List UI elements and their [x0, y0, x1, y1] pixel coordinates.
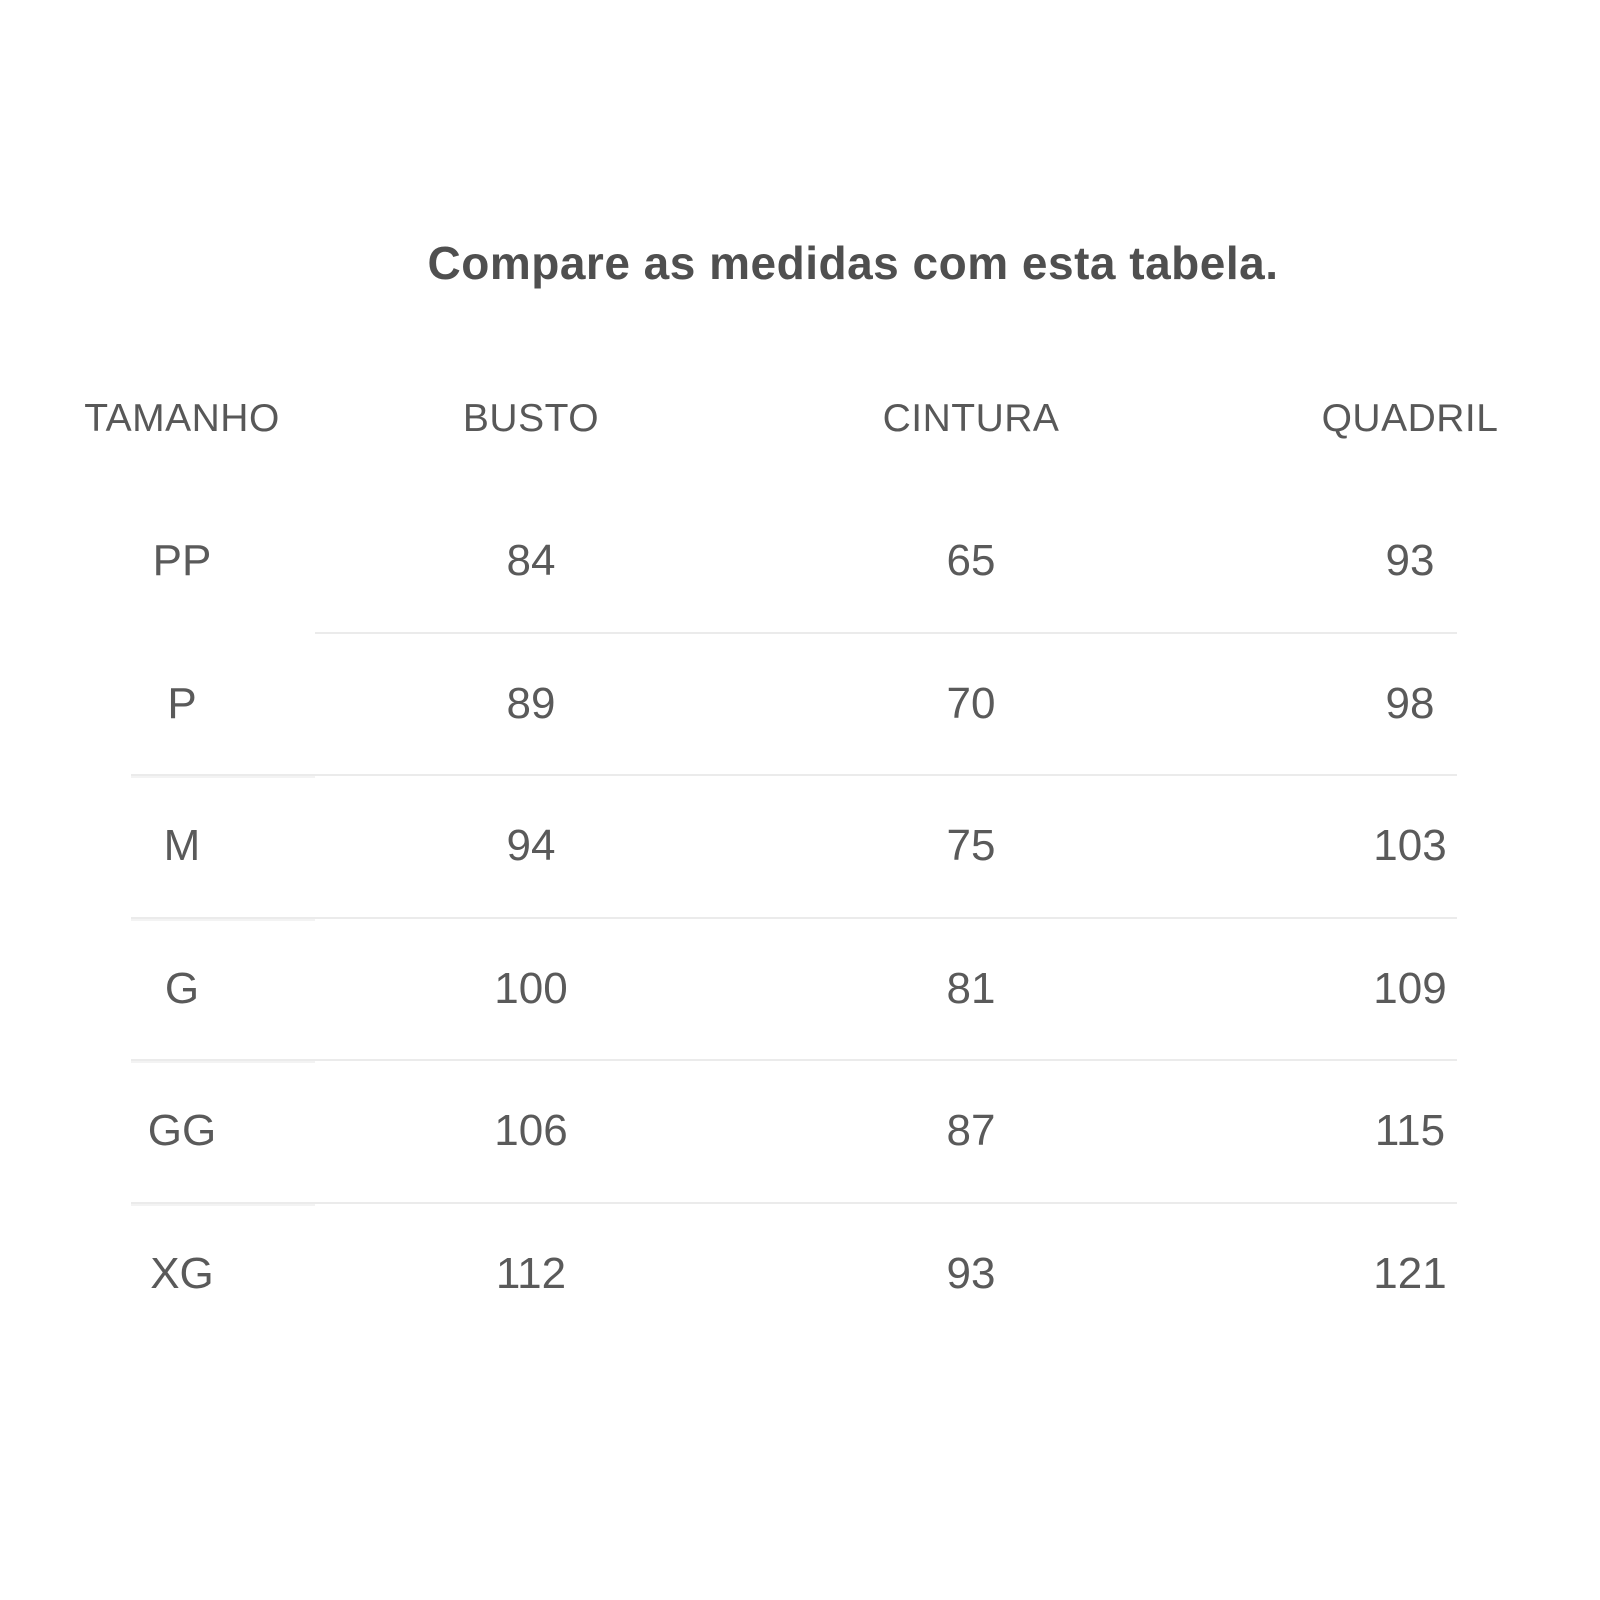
- table-row-p: P 89 70 98: [0, 633, 1600, 778]
- cell-cintura: 70: [946, 678, 996, 728]
- table-row-pp: PP 84 65 93: [0, 490, 1600, 633]
- table-row-m: M 94 75 103: [0, 775, 1600, 920]
- column-header-cintura: CINTURA: [882, 396, 1060, 440]
- cell-cintura: 75: [946, 821, 996, 871]
- cell-tamanho: M: [163, 821, 201, 871]
- cell-busto: 112: [495, 1248, 567, 1298]
- table-row-gg: GG 106 87 115: [0, 1060, 1600, 1205]
- cell-busto: 100: [494, 963, 568, 1013]
- cell-tamanho: GG: [147, 1106, 217, 1156]
- column-header-tamanho: TAMANHO: [84, 396, 280, 440]
- page-title: Compare as medidas com esta tabela.: [427, 237, 1279, 289]
- cell-busto: 106: [494, 1106, 568, 1156]
- cell-quadril: 93: [1385, 536, 1435, 586]
- cell-tamanho: XG: [150, 1248, 214, 1298]
- cell-busto: 84: [506, 536, 556, 586]
- cell-quadril: 103: [1373, 821, 1447, 871]
- table-row-g: G 100 81 109: [0, 918, 1600, 1063]
- cell-quadril: 98: [1385, 678, 1435, 728]
- cell-busto: 89: [506, 678, 556, 728]
- cell-cintura: 93: [946, 1248, 996, 1298]
- cell-busto: 94: [506, 821, 556, 871]
- cell-quadril: 109: [1373, 963, 1447, 1013]
- cell-cintura: 81: [946, 963, 996, 1013]
- cell-quadril: 115: [1374, 1106, 1446, 1156]
- cell-tamanho: P: [167, 678, 197, 728]
- column-header-busto: BUSTO: [462, 396, 600, 440]
- table-row-xg: XG 112 93 121: [0, 1203, 1600, 1346]
- table-header-row: TAMANHO BUSTO CINTURA QUADRIL: [0, 347, 1600, 490]
- size-table: TAMANHO BUSTO CINTURA QUADRIL PP 84 65 9…: [0, 347, 1600, 1345]
- cell-tamanho: G: [164, 963, 200, 1013]
- cell-cintura: 87: [946, 1106, 996, 1156]
- cell-cintura: 65: [946, 536, 996, 586]
- cell-tamanho: PP: [152, 536, 212, 586]
- column-header-quadril: QUADRIL: [1321, 396, 1499, 440]
- cell-quadril: 121: [1373, 1248, 1447, 1298]
